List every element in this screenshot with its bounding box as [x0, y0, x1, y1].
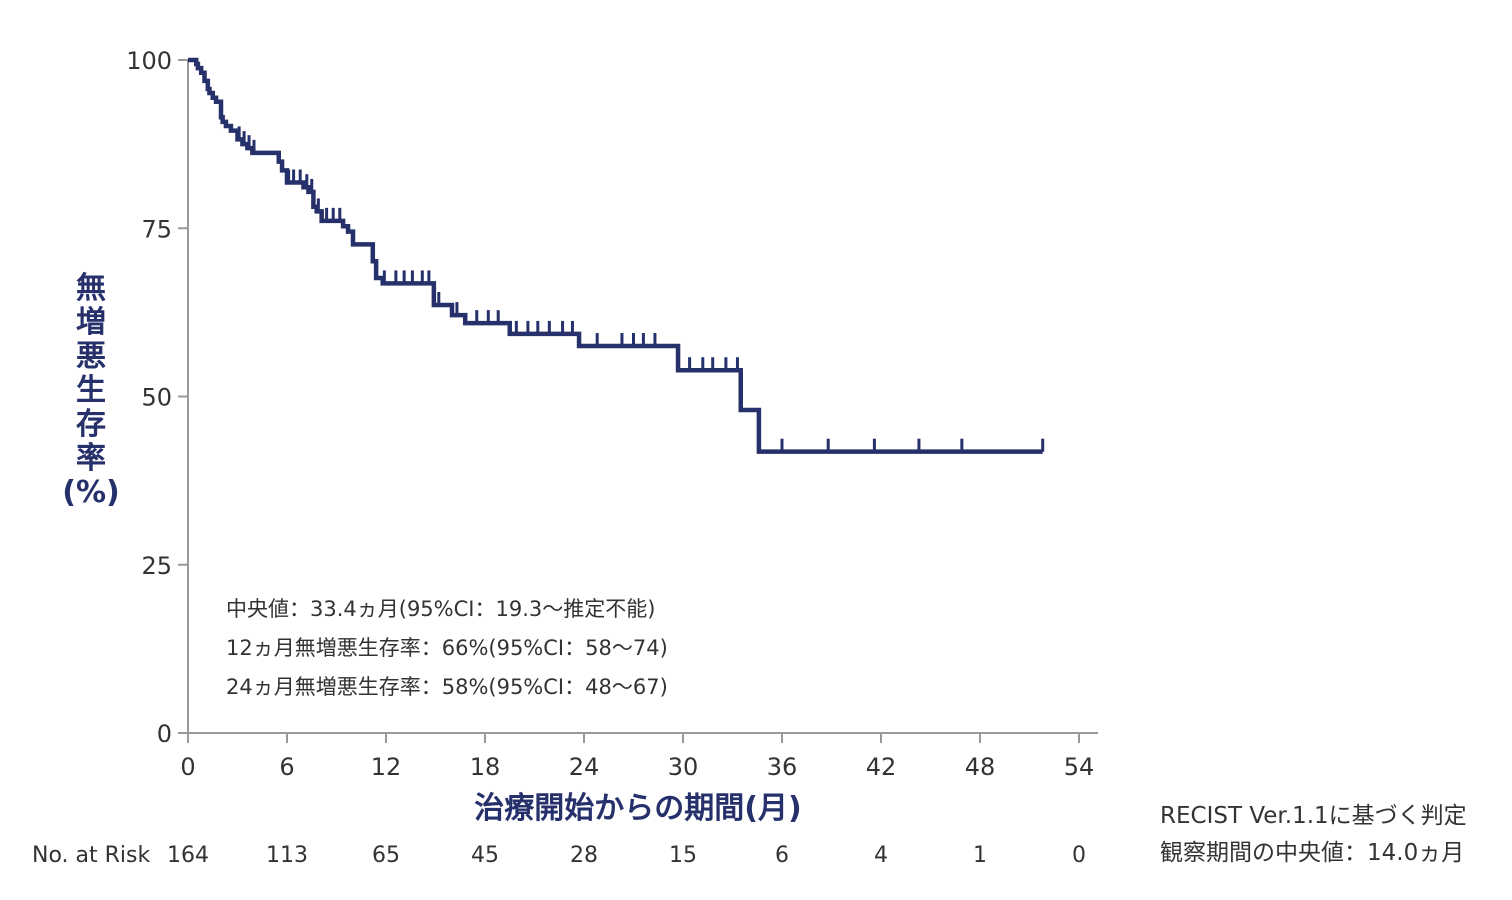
risk-count: 15 [669, 843, 697, 868]
x-tick-label: 6 [279, 753, 294, 781]
x-tick-label: 48 [965, 753, 996, 781]
risk-count: 6 [775, 843, 789, 868]
x-tick-label: 42 [866, 753, 897, 781]
x-tick-label: 0 [180, 753, 195, 781]
risk-count: 28 [570, 843, 598, 868]
x-ticks: 0 6 12 18 24 30 36 42 48 54 [180, 733, 1094, 781]
risk-table-label: No. at Risk [32, 843, 150, 868]
risk-count: 1 [973, 843, 987, 868]
risk-count: 65 [372, 843, 400, 868]
y-tick-label: 50 [141, 384, 172, 412]
y-ticks: 0 25 50 75 100 [126, 47, 188, 748]
censor-marks [237, 126, 1045, 452]
risk-count: 4 [874, 843, 888, 868]
x-tick-label: 24 [569, 753, 600, 781]
x-tick-label: 18 [470, 753, 501, 781]
survival-curve [188, 57, 1043, 454]
y-label-char: 増 [76, 305, 106, 340]
annotation-12month: 12ヵ月無増悪生存率：66%(95%CI：58〜74) [226, 636, 668, 660]
y-tick-label: 75 [141, 215, 172, 243]
risk-table: 164 113 65 45 28 15 6 4 1 0 [167, 843, 1086, 868]
x-tick-label: 54 [1064, 753, 1095, 781]
risk-count: 113 [266, 843, 308, 868]
y-tick-label: 100 [126, 47, 172, 75]
annotation-median: 中央値：33.4ヵ月(95%CI：19.3〜推定不能) [226, 597, 655, 621]
y-label-char: 率 [76, 441, 106, 476]
y-label-unit: (%) [62, 475, 119, 510]
x-tick-label: 30 [668, 753, 699, 781]
annotation-24month: 24ヵ月無増悪生存率：58%(95%CI：48〜67) [226, 675, 668, 699]
note-recist: RECIST Ver.1.1に基づく判定 [1160, 803, 1467, 829]
y-label-char: 生 [76, 373, 106, 408]
risk-count: 45 [471, 843, 499, 868]
y-tick-label: 0 [157, 720, 172, 748]
x-axis-label: 治療開始からの期間(月) [474, 791, 801, 826]
x-tick-label: 36 [767, 753, 798, 781]
y-tick-label: 25 [141, 552, 172, 580]
y-axis-label: 無 増 悪 生 存 率 (%) [62, 271, 119, 510]
y-label-char: 悪 [76, 339, 106, 374]
risk-count: 164 [167, 843, 209, 868]
x-tick-label: 12 [371, 753, 402, 781]
y-label-char: 無 [76, 271, 106, 306]
risk-count: 0 [1072, 843, 1086, 868]
y-label-char: 存 [76, 407, 106, 442]
note-median-followup: 観察期間の中央値：14.0ヵ月 [1160, 840, 1464, 866]
